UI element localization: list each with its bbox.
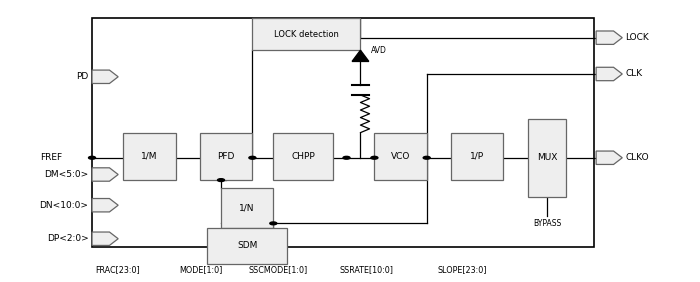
Bar: [273, 133, 332, 180]
Circle shape: [88, 156, 95, 159]
Circle shape: [371, 156, 378, 159]
Text: CHPP: CHPP: [291, 152, 315, 161]
Bar: [200, 133, 253, 180]
Text: FREF: FREF: [41, 153, 63, 162]
Polygon shape: [596, 67, 622, 81]
Circle shape: [218, 179, 225, 182]
Text: DN<10:0>: DN<10:0>: [39, 201, 88, 210]
Text: SSCMODE[1:0]: SSCMODE[1:0]: [249, 265, 308, 274]
Polygon shape: [596, 151, 622, 164]
Polygon shape: [596, 31, 622, 44]
Text: 1/M: 1/M: [141, 152, 158, 161]
Text: MODE[1:0]: MODE[1:0]: [179, 265, 223, 274]
Bar: [374, 133, 427, 180]
Text: LOCK: LOCK: [625, 33, 649, 42]
Polygon shape: [92, 232, 118, 245]
Text: 1/N: 1/N: [239, 204, 255, 213]
Text: SLOPE[23:0]: SLOPE[23:0]: [438, 265, 486, 274]
Circle shape: [424, 156, 430, 159]
Bar: [528, 119, 566, 197]
Text: LOCK detection: LOCK detection: [274, 30, 339, 39]
Bar: [123, 133, 176, 180]
Text: CLKO: CLKO: [625, 153, 649, 162]
Text: DP<2:0>: DP<2:0>: [47, 234, 88, 243]
Polygon shape: [352, 50, 369, 61]
Text: AVD: AVD: [371, 46, 387, 55]
Polygon shape: [92, 199, 118, 212]
Bar: [253, 18, 360, 50]
Text: PFD: PFD: [218, 152, 235, 161]
Text: 1/P: 1/P: [470, 152, 484, 161]
Text: SSRATE[10:0]: SSRATE[10:0]: [340, 265, 393, 274]
Circle shape: [249, 156, 256, 159]
Polygon shape: [92, 70, 118, 83]
Text: VCO: VCO: [391, 152, 410, 161]
Text: DM<5:0>: DM<5:0>: [44, 170, 88, 179]
Bar: [221, 188, 273, 228]
Text: SDM: SDM: [237, 241, 258, 250]
Circle shape: [343, 156, 350, 159]
Text: PD: PD: [76, 72, 88, 81]
Bar: [451, 133, 503, 180]
Circle shape: [270, 222, 276, 225]
Text: MUX: MUX: [537, 153, 557, 162]
Text: CLK: CLK: [625, 69, 643, 78]
Text: FRAC[23:0]: FRAC[23:0]: [95, 265, 140, 274]
Polygon shape: [92, 168, 118, 181]
Bar: [207, 228, 287, 264]
Text: BYPASS: BYPASS: [533, 219, 561, 228]
Bar: [92, 18, 594, 247]
